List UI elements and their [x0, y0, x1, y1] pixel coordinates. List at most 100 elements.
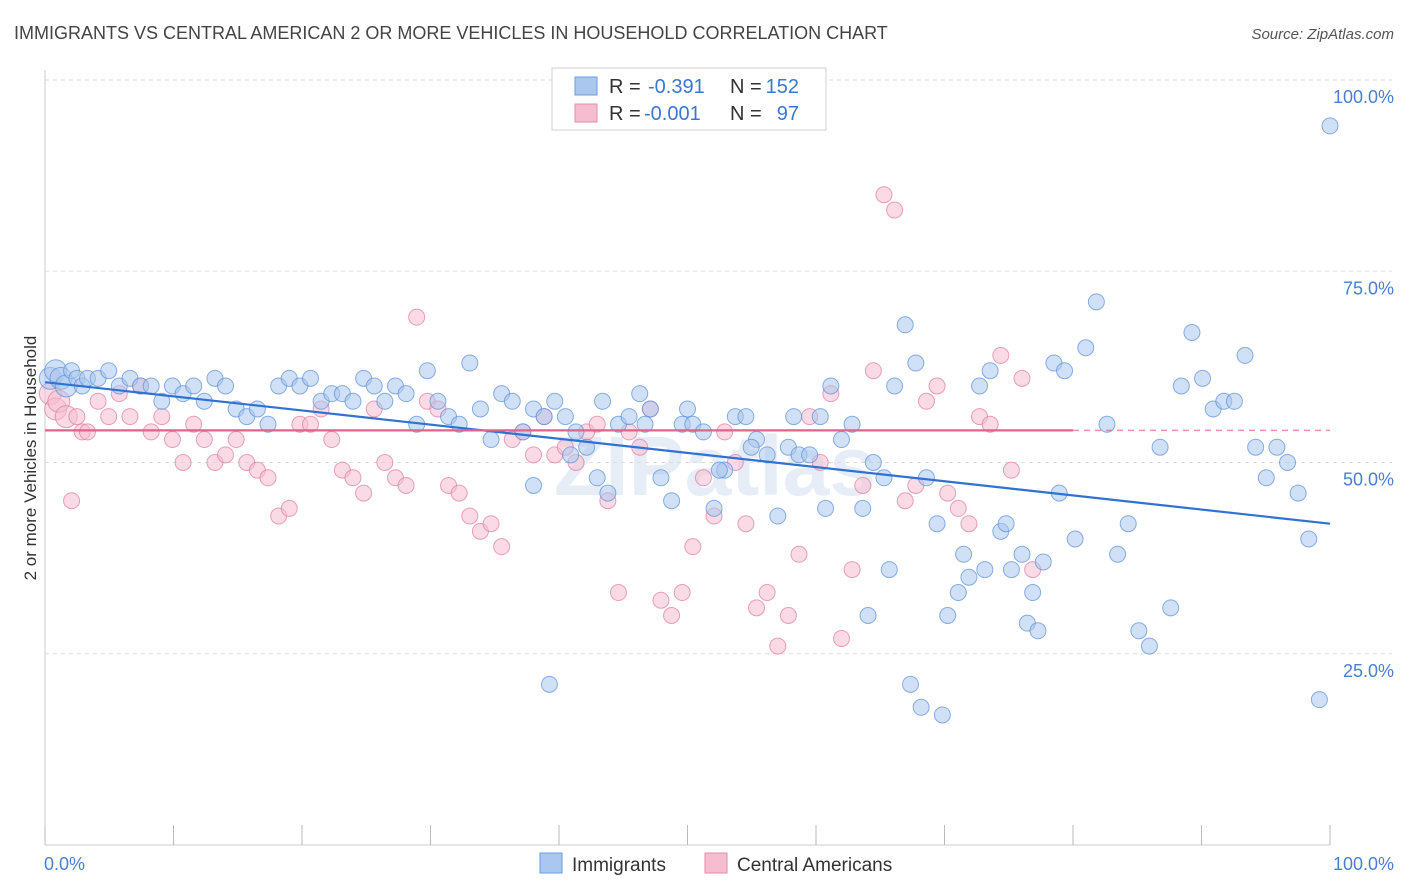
data-point: [301, 369, 319, 387]
data-point: [535, 408, 553, 426]
data-point: [737, 515, 755, 533]
x-ticks: [44, 825, 1331, 845]
data-point: [694, 423, 712, 441]
data-point: [960, 515, 978, 533]
data-point: [217, 446, 235, 464]
legend-r-label-immigrants: R =: [609, 76, 641, 98]
data-point: [843, 415, 861, 433]
data-point: [939, 607, 957, 624]
data-point: [1172, 377, 1190, 395]
data-point: [1077, 339, 1095, 357]
data-point: [981, 415, 999, 433]
data-point: [1013, 545, 1031, 563]
data-point: [1002, 461, 1020, 479]
data-point: [594, 392, 612, 410]
data-point: [769, 507, 787, 525]
data-point: [185, 377, 203, 395]
data-point: [854, 476, 872, 494]
data-point: [758, 446, 776, 464]
legend-r-label-central-americans: R =: [609, 103, 641, 125]
data-point: [323, 431, 341, 449]
data-point: [562, 446, 580, 464]
data-point: [1162, 599, 1180, 617]
data-point: [652, 469, 670, 487]
data-point: [928, 377, 946, 395]
data-point: [817, 499, 835, 517]
legend-n-label-central-americans: N =: [730, 103, 762, 125]
data-point: [609, 584, 627, 602]
data-point: [588, 415, 606, 433]
data-point: [912, 698, 930, 716]
data-point: [63, 492, 81, 510]
data-point: [1183, 323, 1201, 341]
data-point: [875, 186, 893, 204]
data-point: [1247, 438, 1265, 456]
data-point: [1289, 484, 1307, 502]
legend-n-label-immigrants: N =: [730, 76, 762, 98]
data-point: [917, 392, 935, 410]
data-point: [663, 607, 681, 624]
bottom-legend-swatch-immigrants: [539, 852, 563, 874]
data-point: [450, 484, 468, 502]
data-point: [636, 415, 654, 433]
data-point: [1130, 622, 1148, 640]
bottom-legend-label-immigrants: Immigrants: [572, 855, 666, 876]
data-point: [886, 201, 904, 219]
data-point: [1321, 117, 1339, 135]
data-point: [1194, 369, 1212, 387]
data-point: [1034, 553, 1052, 571]
data-point: [896, 316, 914, 334]
data-point: [418, 362, 436, 380]
y-tick-labels: 100.0% 75.0% 50.0% 25.0%: [1333, 87, 1394, 681]
x-tick-label-right: 100.0%: [1333, 854, 1394, 874]
data-point: [652, 591, 670, 609]
y-tick-label: 75.0%: [1343, 278, 1394, 298]
data-point: [142, 423, 160, 441]
data-point: [68, 408, 86, 426]
data-point: [854, 499, 872, 517]
data-point: [89, 392, 107, 410]
data-point: [902, 675, 920, 693]
chart-title: IMMIGRANTS VS CENTRAL AMERICAN 2 OR MORE…: [14, 23, 888, 43]
bottom-legend-swatch-central-americans: [704, 852, 728, 874]
data-point: [785, 408, 803, 426]
data-point: [301, 415, 319, 433]
data-point: [556, 408, 574, 426]
data-point: [1151, 438, 1169, 456]
data-point: [1140, 637, 1158, 655]
data-point: [493, 538, 511, 556]
data-point: [641, 400, 659, 418]
data-point: [843, 561, 861, 579]
data-point: [1268, 438, 1286, 456]
x-tick-label-left: 0.0%: [44, 854, 85, 874]
series-immigrants-points: [38, 117, 1339, 724]
data-point: [832, 431, 850, 449]
data-point: [248, 400, 266, 418]
y-tick-label: 50.0%: [1343, 470, 1394, 490]
data-point: [997, 515, 1015, 533]
data-point: [748, 599, 766, 617]
data-point: [514, 423, 532, 441]
data-point: [896, 492, 914, 510]
data-point: [1024, 584, 1042, 602]
data-point: [461, 354, 479, 372]
data-point: [710, 461, 728, 479]
data-point: [620, 408, 638, 426]
data-point: [790, 545, 808, 563]
correlation-legend: R = -0.391 N = 152 R = -0.001 N = 97: [551, 67, 827, 131]
data-point: [503, 392, 521, 410]
data-point: [1300, 530, 1318, 548]
data-point: [471, 400, 489, 418]
y-axis-label: 2 or more Vehicles in Household: [21, 336, 40, 581]
data-point: [408, 308, 426, 326]
data-point: [227, 431, 245, 449]
data-point: [981, 362, 999, 380]
data-point: [525, 446, 543, 464]
data-point: [679, 400, 696, 418]
data-point: [259, 469, 277, 487]
data-point: [344, 392, 362, 410]
data-point: [280, 499, 298, 517]
data-point: [1257, 469, 1275, 487]
legend-swatch-central-americans: [574, 103, 598, 123]
data-point: [933, 706, 951, 724]
